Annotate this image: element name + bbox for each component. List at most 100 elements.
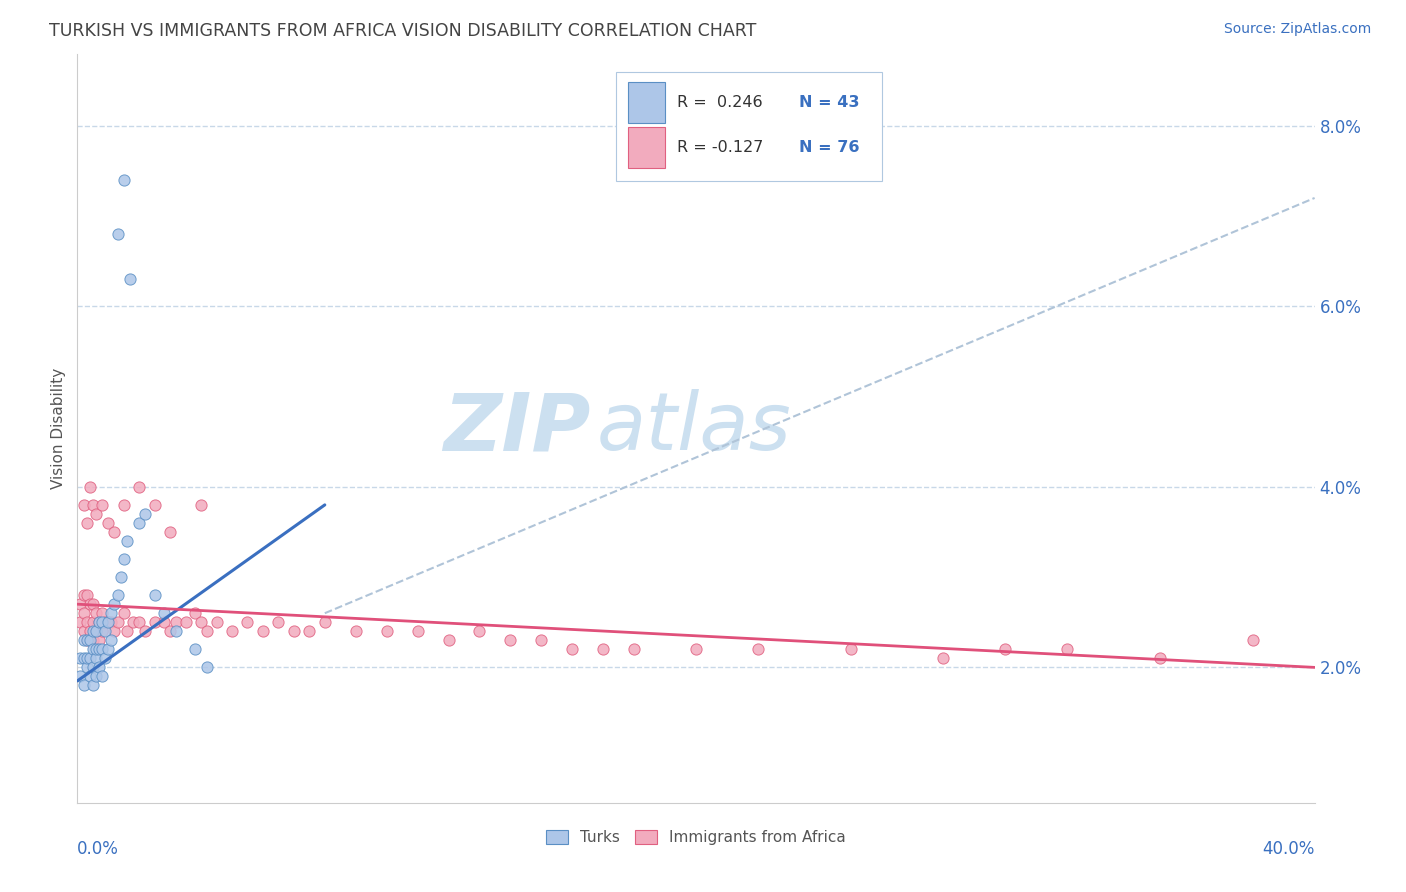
Point — [82, 597, 104, 611]
Point — [97, 615, 120, 630]
Point — [190, 615, 212, 630]
Point — [153, 606, 176, 620]
Text: 40.0%: 40.0% — [1263, 840, 1315, 858]
Point — [267, 615, 290, 630]
Point — [82, 660, 104, 674]
Point — [107, 615, 129, 630]
Point — [91, 669, 114, 683]
Point — [87, 642, 110, 657]
Point — [91, 642, 114, 657]
Point — [84, 606, 107, 620]
Point — [84, 669, 107, 683]
Point — [91, 615, 114, 630]
Point — [122, 615, 145, 630]
Point — [107, 588, 129, 602]
Point — [143, 615, 166, 630]
Point — [100, 615, 122, 630]
Point — [84, 642, 107, 657]
Point — [174, 615, 197, 630]
Point — [94, 624, 117, 639]
Point — [76, 651, 98, 665]
Point — [932, 651, 955, 665]
Point — [468, 624, 491, 639]
Point — [103, 624, 125, 639]
Point — [94, 651, 117, 665]
Point — [76, 588, 98, 602]
Text: atlas: atlas — [598, 389, 792, 467]
Point — [103, 524, 125, 539]
Point — [72, 651, 94, 665]
Text: TURKISH VS IMMIGRANTS FROM AFRICA VISION DISABILITY CORRELATION CHART: TURKISH VS IMMIGRANTS FROM AFRICA VISION… — [49, 22, 756, 40]
Point — [252, 624, 274, 639]
Text: 0.0%: 0.0% — [77, 840, 120, 858]
FancyBboxPatch shape — [616, 72, 882, 181]
Point — [84, 624, 107, 639]
FancyBboxPatch shape — [628, 82, 665, 123]
Point — [344, 624, 367, 639]
Point — [103, 597, 125, 611]
Point — [1056, 642, 1078, 657]
Point — [561, 642, 583, 657]
Point — [91, 624, 114, 639]
Point — [84, 624, 107, 639]
Point — [72, 588, 94, 602]
Point — [375, 624, 398, 639]
Point — [112, 498, 135, 512]
Point — [76, 615, 98, 630]
Point — [87, 615, 110, 630]
Point — [69, 669, 91, 683]
Point — [91, 606, 114, 620]
Text: R = -0.127: R = -0.127 — [678, 140, 763, 154]
Point — [283, 624, 305, 639]
Legend: Turks, Immigrants from Africa: Turks, Immigrants from Africa — [540, 823, 852, 851]
Point — [76, 633, 98, 648]
Point — [82, 615, 104, 630]
Point — [82, 642, 104, 657]
Point — [994, 642, 1017, 657]
Point — [79, 597, 101, 611]
Point — [84, 651, 107, 665]
Point — [406, 624, 429, 639]
Text: R =  0.246: R = 0.246 — [678, 95, 763, 110]
Point — [94, 615, 117, 630]
Point — [79, 651, 101, 665]
Point — [69, 597, 91, 611]
Point — [76, 660, 98, 674]
Point — [87, 633, 110, 648]
FancyBboxPatch shape — [628, 127, 665, 168]
Point — [221, 624, 243, 639]
Point — [100, 606, 122, 620]
Point — [72, 624, 94, 639]
Point — [79, 624, 101, 639]
Point — [72, 606, 94, 620]
Point — [100, 633, 122, 648]
Point — [87, 660, 110, 674]
Point — [69, 615, 91, 630]
Point — [115, 534, 138, 549]
Point — [112, 552, 135, 566]
Y-axis label: Vision Disability: Vision Disability — [51, 368, 66, 489]
Point — [97, 516, 120, 530]
Point — [195, 624, 218, 639]
Point — [159, 624, 181, 639]
Text: ZIP: ZIP — [443, 389, 591, 467]
Point — [72, 678, 94, 692]
Point — [1149, 651, 1171, 665]
Point — [190, 498, 212, 512]
Point — [685, 642, 707, 657]
Point — [87, 615, 110, 630]
Point — [72, 633, 94, 648]
Text: N = 76: N = 76 — [799, 140, 859, 154]
Point — [165, 615, 187, 630]
Point — [184, 606, 207, 620]
Point — [839, 642, 862, 657]
Point — [298, 624, 321, 639]
Point — [205, 615, 228, 630]
Point — [112, 606, 135, 620]
Point — [91, 498, 114, 512]
Point — [69, 651, 91, 665]
Point — [82, 678, 104, 692]
Point — [72, 498, 94, 512]
Point — [184, 642, 207, 657]
Point — [236, 615, 259, 630]
